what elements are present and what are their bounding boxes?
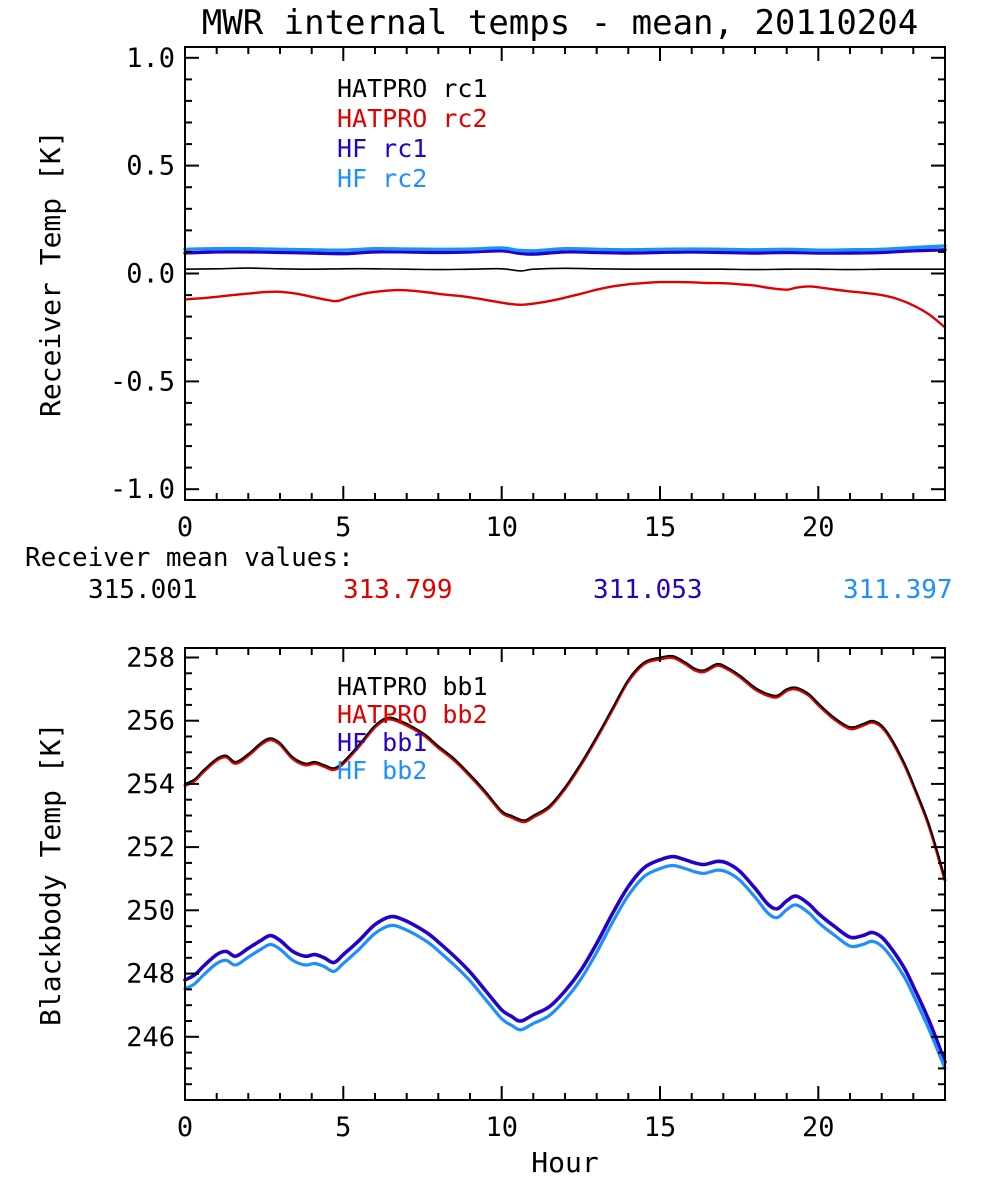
- legend-hatpro-rc1: HATPRO rc1: [337, 74, 488, 103]
- y-tick-label: 0.5: [126, 151, 175, 182]
- figure-title: MWR internal temps - mean, 20110204: [201, 3, 919, 43]
- series-hatpro-bb1: [184, 654, 946, 880]
- axes: [184, 647, 946, 1101]
- legend-hf-bb2: HF bb2: [337, 756, 427, 785]
- mean-value-hatpro-rc1: 315.001: [88, 575, 198, 605]
- x-tick-label: 0: [177, 1112, 193, 1143]
- legend-hatpro-bb2: HATPRO bb2: [337, 700, 488, 729]
- legend-hatpro-bb1: HATPRO bb1: [337, 672, 488, 701]
- series-hatpro-bb2: [183, 655, 947, 882]
- y-tick-label: 250: [126, 895, 175, 926]
- x-tick-label: 5: [335, 1112, 351, 1143]
- hour-xlabel: Hour: [531, 1146, 599, 1179]
- x-tick-label: 10: [485, 512, 518, 543]
- mean-value-hatpro-rc2: 313.799: [343, 575, 453, 605]
- x-tick-label: 5: [335, 512, 351, 543]
- legend-hatpro-rc2: HATPRO rc2: [337, 104, 488, 133]
- x-tick-label: 15: [644, 512, 677, 543]
- axes: [184, 46, 946, 501]
- series-hf-bb1: [183, 854, 947, 1064]
- legend-hf-rc1: HF rc1: [337, 134, 427, 163]
- y-tick-label: 248: [126, 959, 175, 990]
- x-tick-label: 0: [177, 512, 193, 543]
- series-hatpro-rc2: [183, 280, 947, 329]
- y-tick-label: -1.0: [110, 474, 175, 505]
- x-tick-label: 20: [802, 512, 835, 543]
- receiver-temp-chart: 0 5 10 15 20 -1.0 -0.5 0.0 0.5 1.0 HATPRO rc1HATPR…: [110, 43, 947, 543]
- y-tick-label: 258: [126, 643, 175, 674]
- y-tick-label: -0.5: [110, 366, 175, 397]
- y-tick-label: 246: [126, 1022, 175, 1053]
- y-tick-label: 0.0: [126, 259, 175, 290]
- legend-hf-bb1: HF bb1: [337, 728, 427, 757]
- y-tick-label: 256: [126, 706, 175, 737]
- series-hatpro-rc1: [184, 267, 946, 272]
- receiver-mean-values-label: Receiver mean values:: [25, 543, 354, 573]
- y-tick-label: 254: [126, 769, 175, 800]
- series-hf-rc1: [183, 248, 947, 256]
- x-tick-label: 15: [644, 1112, 677, 1143]
- series-hf-rc2: [183, 244, 947, 253]
- y-tick-label: 252: [126, 832, 175, 863]
- mean-value-hf-rc2: 311.397: [843, 575, 953, 605]
- x-tick-label: 10: [485, 1112, 518, 1143]
- x-tick-label: 20: [802, 1112, 835, 1143]
- legend-hf-rc2: HF rc2: [337, 164, 427, 193]
- y-tick-label: 1.0: [126, 43, 175, 74]
- series-hf-bb2: [183, 863, 947, 1070]
- mean-value-hf-rc1: 311.053: [593, 575, 703, 605]
